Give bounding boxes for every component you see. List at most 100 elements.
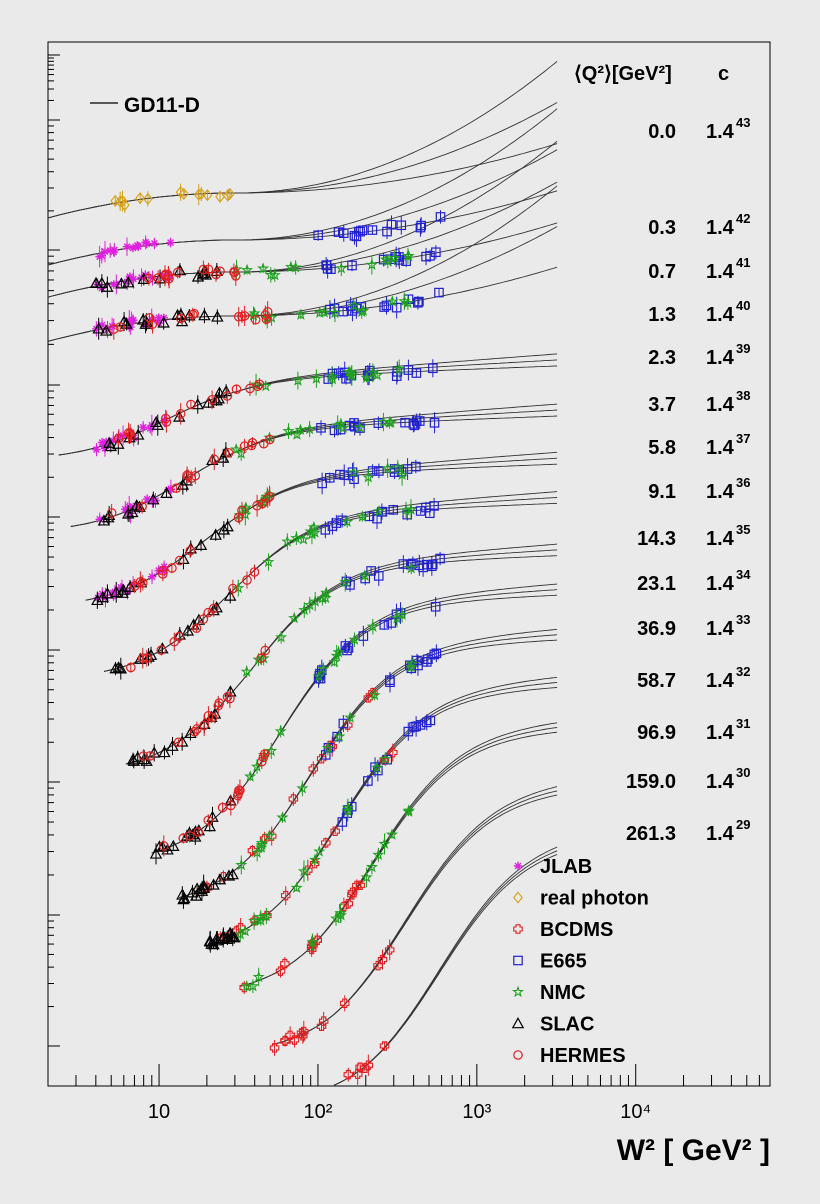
data-point-asterisk	[118, 425, 128, 446]
data-point-circle	[174, 555, 185, 566]
data-point-cross	[269, 1039, 280, 1056]
data-point-circle	[126, 662, 136, 673]
data-point-square	[386, 215, 397, 235]
table-c-value: 1.4	[706, 528, 735, 550]
data-point-star	[337, 421, 350, 434]
data-point-triangle	[120, 317, 133, 331]
data-point-triangle	[211, 309, 224, 325]
data-point-square	[421, 714, 432, 731]
data-point-star	[339, 572, 352, 592]
data-point-circle	[237, 309, 247, 323]
data-point-star	[385, 828, 399, 840]
data-point-square	[429, 497, 439, 514]
data-point-cross	[321, 837, 331, 849]
data-point-asterisk	[150, 237, 159, 250]
data-point-square	[320, 521, 331, 539]
data-point-star	[347, 461, 360, 484]
data-point-star	[405, 561, 418, 575]
data-point-circle	[167, 562, 177, 574]
data-point-cross	[355, 880, 366, 891]
legend-marker	[513, 924, 523, 934]
x-tick-label: 10³	[462, 1101, 491, 1123]
data-point-triangle	[216, 448, 230, 468]
legend-label: real photon	[540, 888, 649, 910]
data-point-star	[297, 860, 311, 883]
data-point-star	[309, 591, 322, 612]
data-point-circle	[174, 630, 185, 643]
data-point-square	[400, 417, 410, 428]
data-point-circle	[203, 262, 214, 276]
table-q2-value: 5.8	[648, 437, 676, 459]
data-point-circle	[160, 409, 171, 428]
data-point-star	[307, 520, 321, 533]
data-point-circle	[259, 749, 270, 759]
x-tick-label: 10²	[303, 1101, 332, 1123]
data-point-circle	[233, 784, 243, 804]
table-c-value: 1.4	[706, 722, 735, 744]
data-point-star	[262, 553, 275, 571]
data-point-triangle	[96, 591, 110, 603]
data-point-circle	[225, 689, 235, 709]
legend-entry: SLAC	[511, 1014, 594, 1036]
data-point-star	[366, 618, 379, 635]
data-point-circle	[222, 388, 233, 404]
data-point-square	[428, 359, 438, 378]
data-point-square	[347, 259, 357, 272]
data-point-star	[328, 303, 341, 323]
data-point-square	[367, 225, 378, 235]
data-point-circle	[189, 308, 199, 319]
legend-entry: HERMES	[513, 1045, 626, 1067]
data-point-asterisk	[128, 314, 138, 327]
data-point-star	[368, 688, 381, 701]
data-point-star	[360, 371, 373, 383]
data-point-circle	[160, 269, 171, 280]
data-point-star	[326, 366, 339, 388]
data-point-star	[290, 881, 303, 894]
model-curve	[58, 353, 558, 456]
data-point-square	[338, 715, 349, 732]
data-point-triangle	[95, 274, 109, 293]
data-point-star	[235, 855, 248, 875]
data-point-star	[240, 263, 254, 276]
data-point-triangle	[181, 624, 195, 637]
data-point-star	[371, 368, 384, 381]
data-point-star	[357, 304, 370, 316]
data-point-triangle	[194, 538, 208, 552]
data-point-star	[265, 742, 278, 760]
x-axis-title: W² [ GeV² ]	[617, 1134, 770, 1167]
data-point-triangle	[116, 586, 129, 598]
table-q2-value: 23.1	[637, 573, 676, 595]
model-curve	[104, 502, 558, 672]
data-point-star	[318, 306, 331, 318]
data-point-star	[275, 630, 288, 644]
data-point-asterisk	[92, 442, 101, 457]
data-point-asterisk	[100, 241, 110, 263]
model-curve	[240, 731, 558, 987]
data-point-triangle	[158, 745, 171, 760]
data-point-circle	[239, 438, 250, 454]
data-point-circle	[237, 501, 247, 520]
data-point-square	[333, 227, 344, 237]
table-q2-value: 261.3	[626, 823, 676, 845]
data-point-circle	[203, 607, 214, 618]
data-point-square	[429, 412, 440, 434]
data-point-square	[413, 296, 423, 310]
data-point-triangle	[127, 753, 141, 769]
x-tick-label: 10⁴	[620, 1101, 651, 1123]
table-c-value: 1.4	[706, 481, 735, 503]
data-point-cross	[379, 1041, 390, 1051]
data-point-asterisk	[141, 270, 150, 280]
data-point-square	[321, 257, 331, 274]
data-point-circle	[246, 440, 257, 451]
data-point-cross	[343, 898, 354, 909]
data-point-star	[401, 296, 415, 310]
data-point-star	[358, 569, 371, 581]
data-point-star	[298, 602, 311, 619]
data-point-star	[365, 859, 379, 875]
data-point-circle	[138, 749, 149, 764]
table-c-exponent: 31	[736, 716, 750, 731]
x-axis-ticks: 10 10² 10³ 10⁴	[47, 1064, 771, 1123]
data-point-circle	[256, 651, 266, 666]
data-point-circle	[261, 314, 272, 325]
data-point-star	[402, 805, 415, 817]
